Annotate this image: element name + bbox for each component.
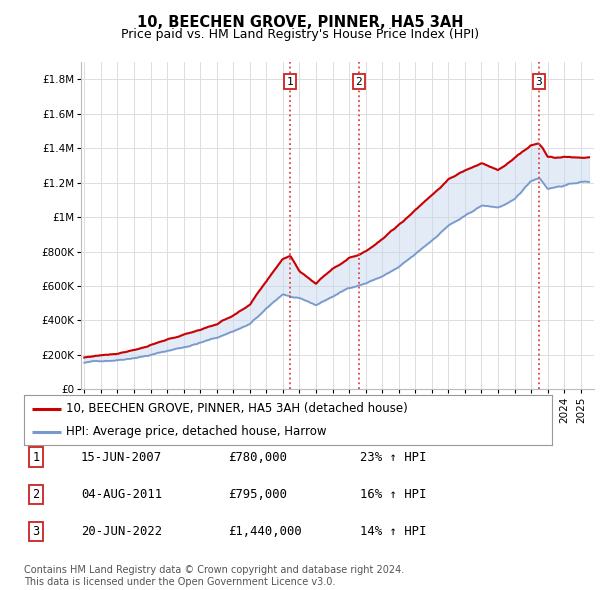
Text: Contains HM Land Registry data © Crown copyright and database right 2024.
This d: Contains HM Land Registry data © Crown c… [24,565,404,587]
Text: Price paid vs. HM Land Registry's House Price Index (HPI): Price paid vs. HM Land Registry's House … [121,28,479,41]
Text: 10, BEECHEN GROVE, PINNER, HA5 3AH: 10, BEECHEN GROVE, PINNER, HA5 3AH [137,15,463,30]
Text: 15-JUN-2007: 15-JUN-2007 [81,451,162,464]
Text: 1: 1 [287,77,294,87]
Text: £780,000: £780,000 [228,451,287,464]
Text: 3: 3 [535,77,542,87]
Text: 10, BEECHEN GROVE, PINNER, HA5 3AH (detached house): 10, BEECHEN GROVE, PINNER, HA5 3AH (deta… [66,402,408,415]
Text: 2: 2 [355,77,362,87]
Text: 16% ↑ HPI: 16% ↑ HPI [360,488,427,501]
Text: 2: 2 [32,488,40,501]
Text: 1: 1 [32,451,40,464]
Text: £795,000: £795,000 [228,488,287,501]
Text: 3: 3 [32,525,40,538]
Text: £1,440,000: £1,440,000 [228,525,302,538]
Text: 04-AUG-2011: 04-AUG-2011 [81,488,162,501]
Text: 14% ↑ HPI: 14% ↑ HPI [360,525,427,538]
Text: HPI: Average price, detached house, Harrow: HPI: Average price, detached house, Harr… [66,425,327,438]
Text: 20-JUN-2022: 20-JUN-2022 [81,525,162,538]
Text: 23% ↑ HPI: 23% ↑ HPI [360,451,427,464]
